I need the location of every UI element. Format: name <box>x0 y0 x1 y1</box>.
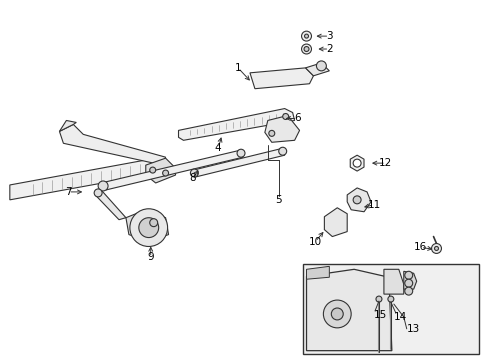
Polygon shape <box>96 190 126 220</box>
Polygon shape <box>324 208 346 237</box>
Text: 16: 16 <box>413 243 427 252</box>
Text: 11: 11 <box>366 200 380 210</box>
Circle shape <box>139 218 158 238</box>
Polygon shape <box>383 269 403 294</box>
Polygon shape <box>60 121 76 131</box>
Polygon shape <box>145 158 175 183</box>
Circle shape <box>375 296 381 302</box>
Text: 15: 15 <box>372 310 386 320</box>
Polygon shape <box>101 150 243 190</box>
Polygon shape <box>10 158 163 200</box>
Circle shape <box>149 167 155 173</box>
Circle shape <box>301 31 311 41</box>
Text: 10: 10 <box>308 237 322 247</box>
Circle shape <box>404 279 412 287</box>
Text: 12: 12 <box>379 158 392 168</box>
Circle shape <box>237 149 244 157</box>
Polygon shape <box>193 148 284 177</box>
Polygon shape <box>346 188 370 212</box>
Circle shape <box>352 159 360 167</box>
Text: 9: 9 <box>147 252 154 262</box>
Circle shape <box>278 147 286 155</box>
Text: 4: 4 <box>214 143 221 153</box>
Circle shape <box>404 271 412 279</box>
Text: 5: 5 <box>275 195 282 205</box>
Text: 2: 2 <box>325 44 332 54</box>
Polygon shape <box>306 266 328 279</box>
Circle shape <box>163 170 168 176</box>
Circle shape <box>304 46 308 51</box>
Circle shape <box>282 113 288 120</box>
Circle shape <box>404 287 412 295</box>
Text: 7: 7 <box>65 187 72 197</box>
Circle shape <box>304 34 308 38</box>
Circle shape <box>431 243 441 253</box>
Circle shape <box>323 300 350 328</box>
Circle shape <box>268 130 274 136</box>
Polygon shape <box>126 210 168 242</box>
Text: 1: 1 <box>234 63 241 73</box>
Circle shape <box>316 61 325 71</box>
Polygon shape <box>178 109 294 140</box>
Circle shape <box>352 196 360 204</box>
Polygon shape <box>403 271 416 289</box>
Circle shape <box>434 247 438 251</box>
Circle shape <box>149 219 157 227</box>
Circle shape <box>190 169 198 177</box>
Polygon shape <box>249 68 313 89</box>
Circle shape <box>301 44 311 54</box>
Text: 14: 14 <box>393 312 407 322</box>
Circle shape <box>94 189 102 197</box>
Bar <box>302 264 478 354</box>
Polygon shape <box>60 125 165 165</box>
Text: 6: 6 <box>294 113 300 123</box>
Circle shape <box>98 181 108 191</box>
Circle shape <box>331 308 343 320</box>
Circle shape <box>387 296 393 302</box>
Circle shape <box>130 209 167 247</box>
Text: 8: 8 <box>189 173 195 183</box>
Text: 3: 3 <box>325 31 332 41</box>
Polygon shape <box>305 63 328 76</box>
Polygon shape <box>264 116 299 142</box>
Polygon shape <box>349 155 363 171</box>
Polygon shape <box>306 269 391 351</box>
Text: 13: 13 <box>406 324 420 334</box>
